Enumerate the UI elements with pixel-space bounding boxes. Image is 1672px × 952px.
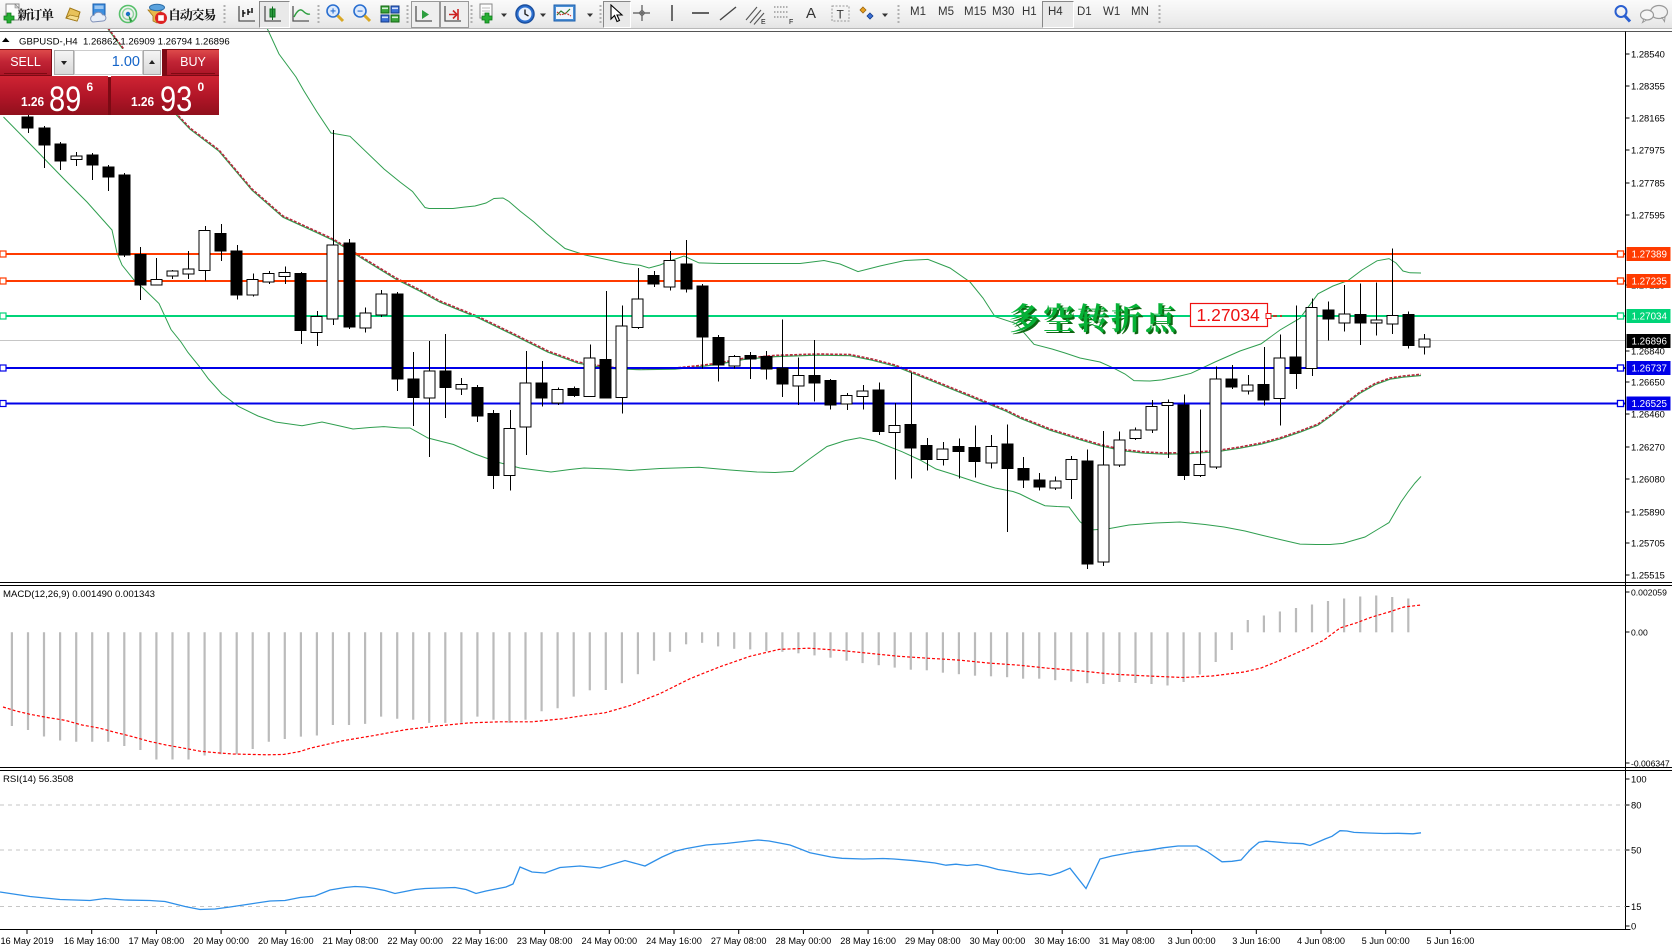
svg-text:1.25705: 1.25705 — [1631, 538, 1665, 549]
svg-text:31 May 08:00: 31 May 08:00 — [1099, 936, 1155, 946]
svg-text:4 Jun 08:00: 4 Jun 08:00 — [1297, 936, 1345, 946]
svg-text:22 May 16:00: 22 May 16:00 — [452, 936, 508, 946]
svg-text:30 May 16:00: 30 May 16:00 — [1034, 936, 1090, 946]
svg-text:3 Jun 16:00: 3 Jun 16:00 — [1232, 936, 1280, 946]
svg-text:0: 0 — [1631, 921, 1636, 932]
svg-text:24 May 16:00: 24 May 16:00 — [646, 936, 702, 946]
svg-text:16 May 2019: 16 May 2019 — [0, 936, 53, 946]
svg-text:MACD(12,26,9) 0.001490 0.00134: MACD(12,26,9) 0.001490 0.001343 — [3, 589, 155, 600]
svg-text:RSI(14) 56.3508: RSI(14) 56.3508 — [3, 774, 73, 785]
svg-text:1.26737: 1.26737 — [1632, 364, 1667, 375]
svg-text:21 May 08:00: 21 May 08:00 — [323, 936, 379, 946]
svg-text:28 May 00:00: 28 May 00:00 — [776, 936, 832, 946]
svg-text:T: T — [837, 8, 845, 22]
svg-text:1.25890: 1.25890 — [1631, 507, 1665, 518]
svg-text:1.27034: 1.27034 — [1632, 312, 1668, 323]
svg-text:20 May 00:00: 20 May 00:00 — [193, 936, 249, 946]
svg-text:1.27235: 1.27235 — [1632, 277, 1668, 288]
svg-text:28 May 16:00: 28 May 16:00 — [840, 936, 896, 946]
svg-text:1.26080: 1.26080 — [1631, 474, 1665, 485]
svg-text:5 Jun 00:00: 5 Jun 00:00 — [1362, 936, 1410, 946]
svg-text:22 May 00:00: 22 May 00:00 — [387, 936, 443, 946]
svg-text:1.26650: 1.26650 — [1631, 377, 1665, 388]
svg-text:1.27034: 1.27034 — [1197, 305, 1261, 325]
svg-text:16 May 16:00: 16 May 16:00 — [64, 936, 120, 946]
svg-text:24 May 00:00: 24 May 00:00 — [581, 936, 637, 946]
svg-text:E: E — [761, 19, 766, 25]
svg-text:15: 15 — [1631, 901, 1641, 912]
svg-text:−: − — [357, 7, 363, 18]
svg-text:1.26525: 1.26525 — [1632, 399, 1668, 410]
svg-text:1.28165: 1.28165 — [1631, 113, 1665, 124]
svg-text:1.28540: 1.28540 — [1631, 49, 1665, 60]
svg-text:23 May 08:00: 23 May 08:00 — [517, 936, 573, 946]
svg-text:GBPUSD-,H4 1.26862 1.26909 1.: GBPUSD-,H4 1.26862 1.26909 1.26794 1.268… — [19, 36, 230, 47]
svg-text:17 May 08:00: 17 May 08:00 — [129, 936, 185, 946]
svg-text:F: F — [789, 19, 793, 25]
svg-text:50: 50 — [1631, 845, 1641, 856]
svg-text:1.27595: 1.27595 — [1631, 210, 1665, 221]
svg-text:0.002059: 0.002059 — [1631, 588, 1667, 598]
svg-text:1.27785: 1.27785 — [1631, 178, 1665, 189]
svg-text:27 May 08:00: 27 May 08:00 — [711, 936, 767, 946]
svg-text:29 May 08:00: 29 May 08:00 — [905, 936, 961, 946]
svg-text:1.26896: 1.26896 — [1632, 337, 1668, 348]
svg-text:100: 100 — [1631, 774, 1647, 785]
svg-text:+: + — [330, 7, 336, 18]
svg-text:1.26840: 1.26840 — [1631, 346, 1665, 357]
svg-text:20 May 16:00: 20 May 16:00 — [258, 936, 314, 946]
svg-text:1.26460: 1.26460 — [1631, 409, 1665, 420]
svg-text:0.00: 0.00 — [1631, 628, 1648, 638]
svg-text:1.28355: 1.28355 — [1631, 81, 1665, 92]
svg-text:5 Jun 16:00: 5 Jun 16:00 — [1426, 936, 1474, 946]
svg-text:-0.006347: -0.006347 — [1631, 759, 1670, 769]
svg-text:1.25515: 1.25515 — [1631, 570, 1665, 581]
svg-text:80: 80 — [1631, 800, 1641, 811]
svg-text:1.27389: 1.27389 — [1632, 250, 1667, 261]
svg-text:1.26270: 1.26270 — [1631, 442, 1665, 453]
svg-text:1.27975: 1.27975 — [1631, 145, 1665, 156]
svg-text:30 May 00:00: 30 May 00:00 — [970, 936, 1026, 946]
svg-text:3 Jun 00:00: 3 Jun 00:00 — [1168, 936, 1216, 946]
